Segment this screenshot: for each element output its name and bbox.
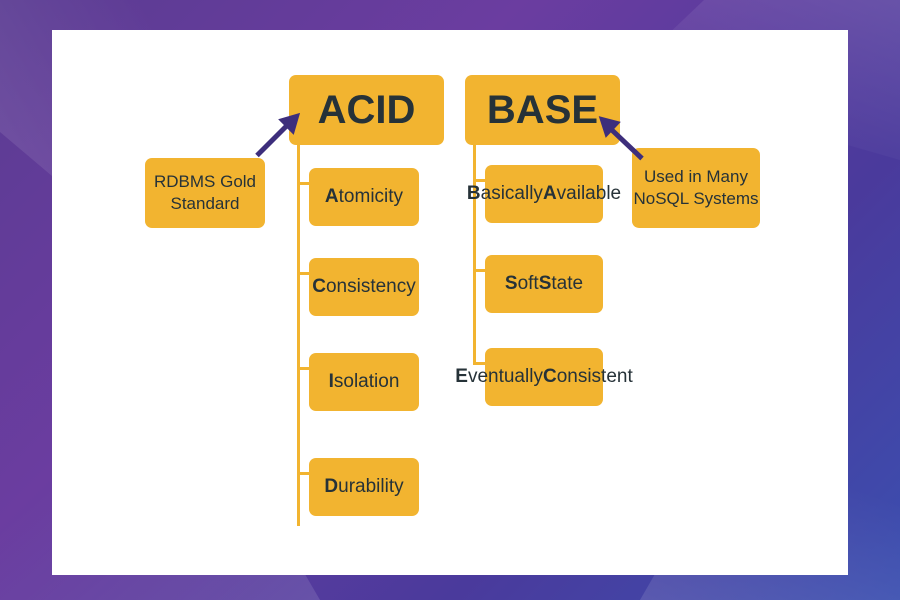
item-base: Eventually Consistent	[485, 348, 603, 406]
slide-background: ACID Atomicity Consistency Isolation Durabil…	[0, 0, 900, 600]
connector-line	[473, 145, 476, 363]
connector-line	[297, 145, 300, 526]
item-acid: Isolation	[309, 353, 419, 411]
item-base: Basically Available	[485, 165, 603, 223]
content-card: ACID Atomicity Consistency Isolation Durabil…	[52, 30, 848, 575]
item-acid: Durability	[309, 458, 419, 516]
item-acid: Consistency	[309, 258, 419, 316]
item-acid: Atomicity	[309, 168, 419, 226]
annotation-acid: RDBMS Gold Standard	[145, 158, 265, 228]
header-acid: ACID	[289, 75, 444, 145]
header-base: BASE	[465, 75, 620, 145]
annotation-base: Used in Many NoSQL Systems	[632, 148, 760, 228]
item-base: Soft State	[485, 255, 603, 313]
